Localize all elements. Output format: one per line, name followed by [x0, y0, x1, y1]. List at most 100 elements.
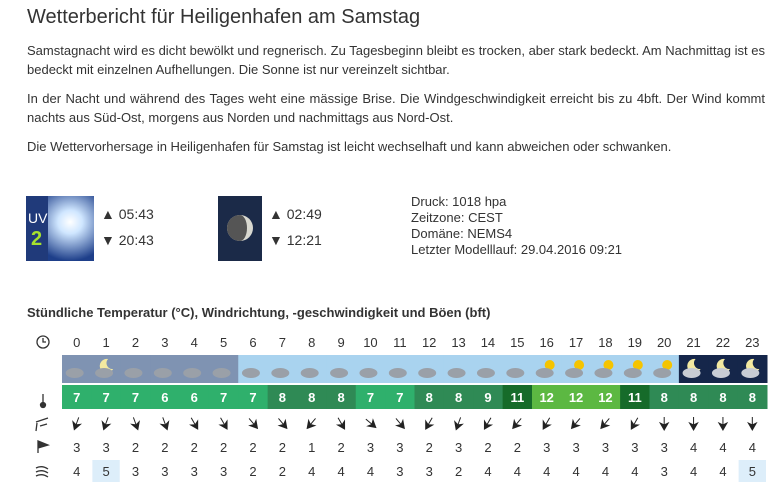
- wind-direction: [542, 417, 552, 430]
- temperature: 8: [661, 390, 668, 405]
- cloud-icon: [388, 368, 407, 378]
- moonset: ▼ 12:21: [269, 232, 322, 248]
- table-title: Stündliche Temperatur (°C), Windrichtung…: [27, 305, 490, 320]
- wind-speed: 4: [690, 440, 697, 455]
- wind-direction: [277, 418, 288, 430]
- gust: 2: [249, 464, 256, 479]
- sky-icon: [741, 358, 760, 378]
- temperature-cell: [91, 385, 122, 409]
- wind-speed: 2: [132, 440, 139, 455]
- gust-highlight: [738, 460, 766, 482]
- temperature-cell: [708, 385, 739, 409]
- hour-label: 13: [451, 335, 465, 350]
- temperature-cell: [502, 385, 533, 409]
- cloud-icon: [183, 368, 202, 378]
- gust: 3: [191, 464, 198, 479]
- gust: 4: [514, 464, 521, 479]
- hour-label: 5: [220, 335, 227, 350]
- cloud-icon: [535, 368, 554, 378]
- hour-label: 6: [249, 335, 256, 350]
- gust: 4: [73, 464, 80, 479]
- wind-direction: [101, 417, 112, 431]
- temperature-cell: [120, 385, 151, 409]
- info-line: Zeitzone: CEST: [411, 210, 503, 225]
- wind-speed: 3: [631, 440, 638, 455]
- page-title: Wetterbericht für Heiligenhafen am Samst…: [27, 6, 421, 28]
- temperature-cell: [737, 385, 768, 409]
- gust: 3: [161, 464, 168, 479]
- wind-speed: 3: [455, 440, 462, 455]
- wind-speed: 4: [749, 440, 756, 455]
- hourly-table: Stündliche Temperatur (°C), Windrichtung…: [27, 305, 768, 482]
- hour-label: 22: [716, 335, 730, 350]
- sun-icon: [662, 360, 673, 370]
- sun-icon: [632, 360, 643, 370]
- gust: 3: [396, 464, 403, 479]
- sun-icon: [574, 360, 585, 370]
- temperature: 8: [426, 390, 433, 405]
- hour-label: 14: [481, 335, 495, 350]
- gust: 4: [484, 464, 491, 479]
- hour-label: 21: [686, 335, 700, 350]
- moonrise: ▲ 02:49: [269, 206, 322, 222]
- cloud-icon: [271, 368, 290, 378]
- wind-speed: 3: [396, 440, 403, 455]
- wind-speed: 3: [661, 440, 668, 455]
- temperature: 7: [249, 390, 256, 405]
- temperature-cell: [62, 385, 92, 409]
- wind-speed: 2: [220, 440, 227, 455]
- hour-label: 20: [657, 335, 671, 350]
- temperature: 6: [191, 390, 198, 405]
- sky-icon: [711, 358, 730, 378]
- wind-speed: 4: [719, 440, 726, 455]
- temperature-cell: [385, 385, 415, 409]
- sun-icon: [544, 360, 555, 370]
- hour-label: 2: [132, 335, 139, 350]
- wind-speed: 2: [191, 440, 198, 455]
- temperature-cell: [326, 385, 357, 409]
- temperature: 7: [73, 390, 80, 405]
- gust: 2: [455, 464, 462, 479]
- hour-label: 17: [569, 335, 583, 350]
- gust: 5: [749, 464, 756, 479]
- temperature: 7: [132, 390, 139, 405]
- sun-icon: [603, 360, 614, 370]
- temperature: 8: [455, 390, 462, 405]
- sky-icon: [271, 368, 290, 378]
- info-line: Domäne: NEMS4: [411, 226, 513, 241]
- wind-direction: [335, 417, 346, 430]
- wind-speed: 2: [514, 440, 521, 455]
- gust: 4: [602, 464, 609, 479]
- cloud-icon: [212, 368, 231, 378]
- sky-icon: [183, 368, 202, 378]
- sky-icon: [623, 360, 643, 378]
- hour-label: 18: [598, 335, 612, 350]
- sky-icon: [300, 368, 319, 378]
- temperature-cell: [414, 385, 445, 409]
- wind-direction: [658, 417, 670, 432]
- row-icons: [35, 335, 50, 478]
- gust: 3: [426, 464, 433, 479]
- wind-direction: [454, 417, 464, 431]
- sky-icon: [65, 368, 84, 378]
- wind-direction: [425, 417, 435, 430]
- temperature-cell: [532, 385, 562, 409]
- info-line: Letzter Modelllauf: 29.04.2016 09:21: [411, 242, 623, 257]
- temperature: 9: [484, 390, 491, 405]
- temperature-cell: [473, 385, 504, 409]
- cloud-icon: [741, 368, 760, 378]
- temperature-cell: [297, 385, 327, 409]
- sky-icon: [212, 368, 231, 378]
- cloud-icon: [300, 368, 319, 378]
- temperature-cell: [238, 385, 269, 409]
- temperature-cell: [267, 385, 298, 409]
- sky-icon: [535, 360, 555, 378]
- sky-icon: [594, 360, 614, 378]
- temperature: 8: [279, 390, 286, 405]
- temperature-cell: [355, 385, 386, 409]
- cloud-icon: [241, 368, 260, 378]
- paragraph: In der Nacht und während des Tages weht …: [27, 91, 765, 125]
- temperature: 6: [161, 390, 168, 405]
- wind-direction: [600, 418, 611, 430]
- sky-icon: [388, 368, 407, 378]
